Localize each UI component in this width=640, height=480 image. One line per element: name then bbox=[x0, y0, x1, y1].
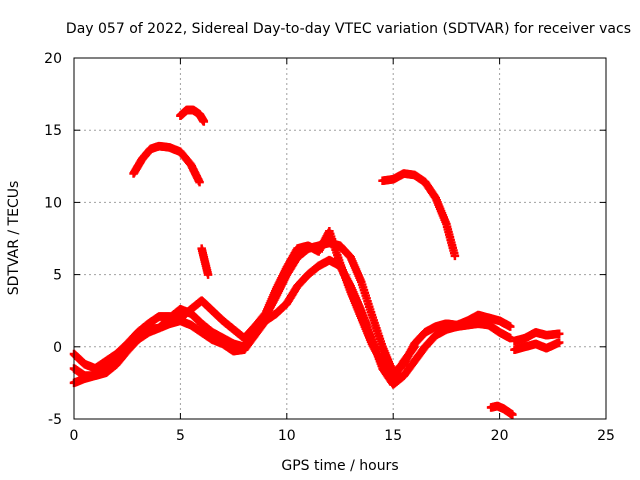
series-arc-8 bbox=[510, 328, 564, 346]
x-tick-label: 5 bbox=[176, 428, 185, 444]
data-points bbox=[69, 105, 564, 419]
y-tick-label: -5 bbox=[48, 412, 62, 428]
axis-ticks: 0 5 10 15 20 25 -5 0 5 10 15 20 bbox=[44, 51, 615, 444]
series-arc-7 bbox=[486, 401, 517, 419]
series-arc-10 bbox=[197, 244, 213, 279]
data-point bbox=[195, 177, 204, 187]
data-point bbox=[508, 410, 517, 419]
x-tick-label: 0 bbox=[70, 428, 79, 444]
data-point bbox=[505, 322, 515, 331]
data-point bbox=[410, 342, 419, 352]
x-tick-label: 20 bbox=[491, 428, 509, 444]
plot-frame bbox=[73, 57, 607, 420]
series-arc-9 bbox=[510, 338, 564, 354]
data-point bbox=[199, 117, 209, 126]
series-arc-3 bbox=[69, 227, 419, 388]
x-axis-label: GPS time / hours bbox=[281, 458, 398, 474]
x-tick-label: 15 bbox=[384, 428, 402, 444]
y-axis-label: SDTVAR / TECUs bbox=[6, 181, 22, 296]
y-tick-label: 15 bbox=[44, 123, 62, 139]
grid-lines bbox=[74, 58, 606, 419]
series-arc-6 bbox=[378, 169, 460, 261]
data-point bbox=[505, 333, 515, 343]
x-tick-label: 25 bbox=[597, 428, 615, 444]
y-tick-label: 5 bbox=[53, 268, 62, 284]
series-arc-4 bbox=[129, 141, 204, 187]
data-point bbox=[450, 251, 460, 261]
series-arc-5 bbox=[176, 105, 209, 126]
data-point bbox=[554, 329, 564, 339]
x-tick-label: 10 bbox=[278, 428, 296, 444]
y-tick-label: 10 bbox=[44, 195, 62, 211]
y-tick-label: 20 bbox=[44, 51, 62, 67]
data-point bbox=[554, 338, 564, 347]
data-point bbox=[203, 270, 213, 279]
chart-title: Day 057 of 2022, Sidereal Day-to-day VTE… bbox=[66, 21, 631, 37]
y-tick-label: 0 bbox=[53, 340, 62, 356]
